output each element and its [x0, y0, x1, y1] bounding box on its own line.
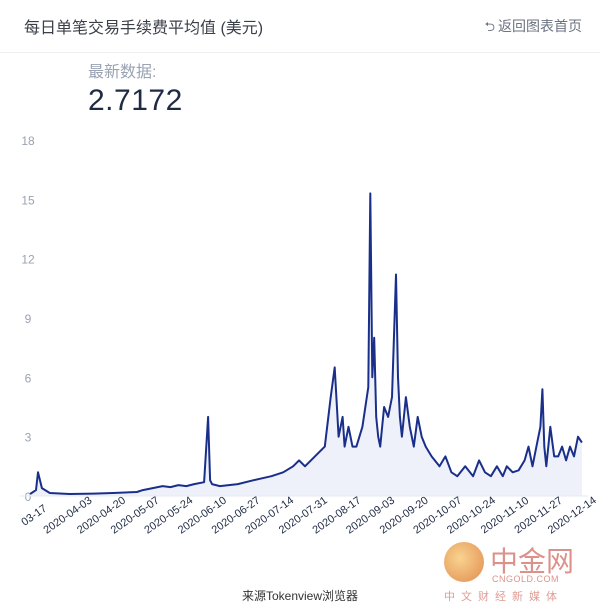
- y-tick-label: 15: [21, 193, 35, 207]
- cngold-logo-icon: [444, 542, 484, 582]
- back-to-charts-link[interactable]: ⮌ 返回图表首页: [485, 16, 582, 40]
- series-area: [30, 193, 582, 496]
- y-tick-label: 9: [25, 312, 32, 326]
- y-tick-label: 12: [21, 253, 35, 267]
- series-line: [29, 192, 583, 495]
- latest-data-value: 2.7172: [88, 84, 183, 117]
- cngold-watermark: 中金网 CNGOLD.COM 中文财经新媒体: [440, 538, 590, 608]
- watermark-sub: 中文财经新媒体: [444, 591, 563, 603]
- back-link-label: 返回图表首页: [498, 18, 582, 34]
- y-tick-label: 6: [25, 371, 32, 385]
- fee-chart: 036912151803-172020-04-032020-04-202020-…: [19, 134, 598, 537]
- watermark-en: CNGOLD.COM: [492, 574, 560, 584]
- y-tick-label: 0: [25, 490, 32, 504]
- y-tick-label: 3: [25, 431, 32, 445]
- chart-header: 每日单笔交易手续费平均值 (美元) ⮌ 返回图表首页: [0, 0, 600, 53]
- page-title: 每日单笔交易手续费平均值 (美元): [24, 20, 264, 37]
- latest-data-label: 最新数据:: [88, 64, 157, 81]
- y-tick-label: 18: [21, 134, 35, 148]
- watermark-cn: 中金网: [490, 545, 575, 578]
- back-arrow-icon: ⮌: [484, 19, 495, 34]
- source-caption: 来源Tokenview浏览器: [241, 589, 359, 603]
